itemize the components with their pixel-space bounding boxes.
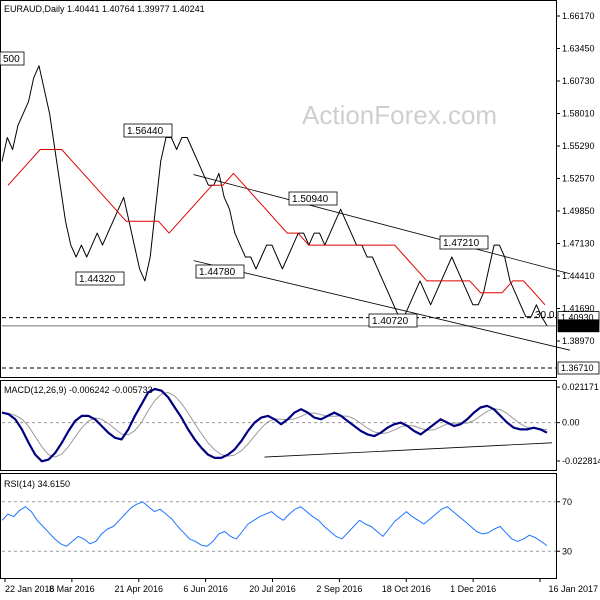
macd-y-tick-label: 0.00 xyxy=(562,418,580,428)
price-y-tick-label: 1.52570 xyxy=(562,173,595,183)
price-axis-label: 1.40241 xyxy=(561,321,594,331)
price-annotation-label: 1.40720 xyxy=(372,316,409,327)
price-channel xyxy=(193,174,571,351)
price-y-tick-label: 1.41690 xyxy=(562,303,595,313)
x-tick-label: 16 Jan 2017 xyxy=(548,584,598,594)
price-annotation-box xyxy=(439,235,489,250)
price-series xyxy=(1,65,548,327)
x-tick-label: 2 Sep 2016 xyxy=(316,584,362,594)
price-y-tick-label: 1.47130 xyxy=(562,238,595,248)
price-y-tick-label: 1.63450 xyxy=(562,43,595,53)
rsi-y-tick-label: 70 xyxy=(562,497,572,507)
rsi-y-tick-label: 30 xyxy=(562,546,572,556)
price-annotation-box xyxy=(123,123,173,138)
price-y-tick-label: 1.49850 xyxy=(562,206,595,216)
price-axis-label-box xyxy=(557,319,600,333)
rsi-panel-frame xyxy=(0,473,557,579)
macd-y-tick-label: 0.021171 xyxy=(562,382,599,392)
price-horizontal-lines xyxy=(2,317,556,369)
price-y-tick-label: 1.60730 xyxy=(562,76,595,86)
price-annotation-box xyxy=(288,191,338,206)
macd-y-tick-label: -0.022814 xyxy=(562,456,600,466)
price-annotations: 500 1.56440 1.44320 1.44780 1.50940 1.47210 1.… xyxy=(0,51,555,328)
price-close-line xyxy=(1,65,548,327)
x-tick-label: 21 Apr 2016 xyxy=(114,584,163,594)
rsi-header: RSI(14) 34.6150 xyxy=(4,479,70,489)
x-tick-label: 18 Oct 2016 xyxy=(382,584,431,594)
price-annotation-label: 30.0 xyxy=(535,310,555,321)
price-annotation-label: 1.56440 xyxy=(127,126,164,137)
price-annotation-box xyxy=(0,51,25,66)
watermark-text: ActionForex.com xyxy=(302,100,497,130)
price-annotation-label: 500 xyxy=(3,54,20,65)
x-tick-label: 22 Jan 2016 xyxy=(5,584,55,594)
channel-line xyxy=(193,260,571,351)
macd-panel-frame xyxy=(0,380,557,471)
rsi-line xyxy=(1,501,548,547)
x-tick-label: 8 Mar 2016 xyxy=(49,584,95,594)
macd-trendline xyxy=(264,442,553,458)
price-y-axis: 1.66170 1.63450 1.60730 1.58010 1.55290 1.525… xyxy=(556,11,595,346)
channel-line xyxy=(193,174,571,275)
price-axis-label: 1.36710 xyxy=(561,363,594,373)
price-y-tick-label: 1.58010 xyxy=(562,108,595,118)
moving-average-line xyxy=(7,149,546,306)
macd-line xyxy=(1,387,548,463)
x-tick-label: 1 Dec 2016 xyxy=(450,584,496,594)
price-y-tick-label: 1.55290 xyxy=(562,141,595,151)
price-axis-label: 1.40930 xyxy=(561,313,594,323)
rsi-series: 70 30 xyxy=(1,497,572,556)
price-annotation-box xyxy=(75,271,125,286)
price-annotation-label: 1.44320 xyxy=(79,274,116,285)
price-annotation-label: 1.50940 xyxy=(292,194,329,205)
price-annotation-label: 1.44780 xyxy=(199,267,236,278)
price-y-tick-label: 1.38970 xyxy=(562,336,595,346)
macd-header: MACD(12,26,9) -0.006242 -0.005733 xyxy=(4,385,153,395)
macd-series: 0.021171 0.00 -0.022814 xyxy=(1,382,600,466)
price-panel-frame xyxy=(0,0,557,378)
price-annotation-box xyxy=(368,313,418,328)
price-axis-label-box xyxy=(557,361,600,375)
moving-average-series xyxy=(7,149,546,306)
x-tick-label: 20 Jul 2016 xyxy=(249,584,296,594)
price-header: EURAUD,Daily 1.40441 1.40764 1.39977 1.4… xyxy=(4,4,205,14)
price-y-tick-label: 1.66170 xyxy=(562,11,595,21)
price-annotation-label: 1.47210 xyxy=(443,238,480,249)
price-y-tick-label: 1.44410 xyxy=(562,271,595,281)
price-annotation-box xyxy=(195,264,245,279)
x-tick-label: 6 Jun 2016 xyxy=(183,584,228,594)
